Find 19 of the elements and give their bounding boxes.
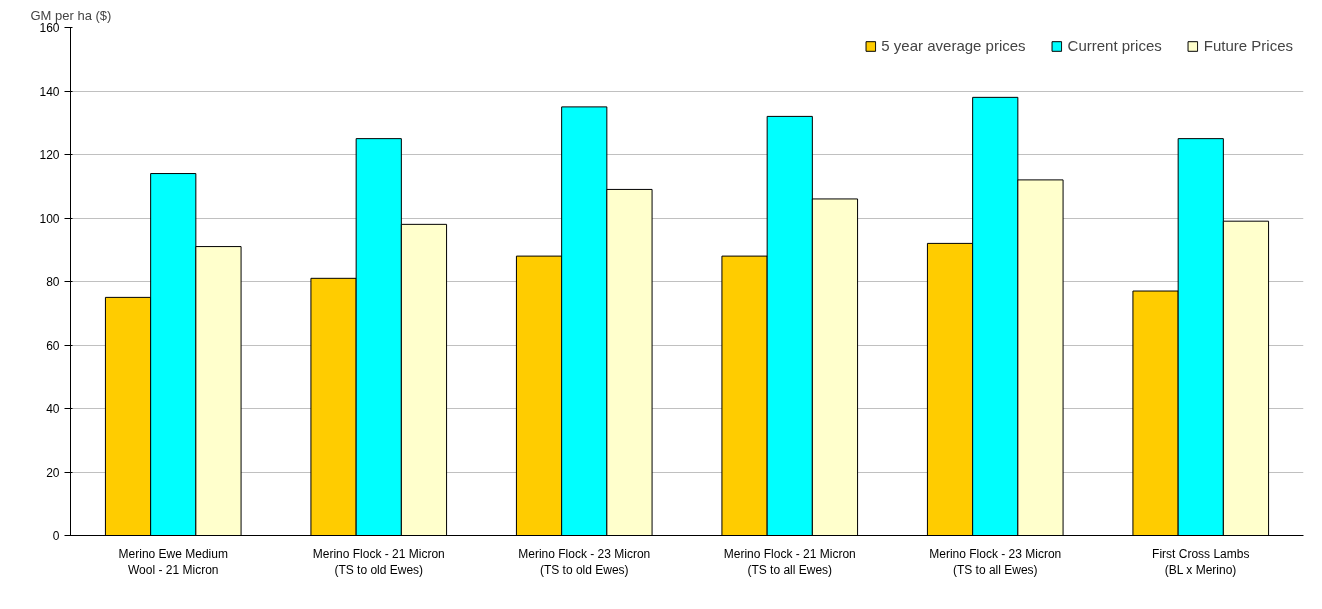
y-tick-label: 120 bbox=[39, 148, 60, 162]
x-tick-label: Merino Ewe Medium Wool - 21 Micron bbox=[118, 546, 228, 578]
y-tick-label: 140 bbox=[39, 84, 60, 99]
legend-label: Future Prices bbox=[1203, 37, 1293, 54]
y-tick-label: 100 bbox=[39, 211, 60, 226]
y-tick-label: 160 bbox=[39, 21, 60, 35]
y-tick-label: 0 bbox=[52, 529, 60, 543]
x-tick-label: First Cross Lambs (BL x Merino) bbox=[1152, 546, 1250, 578]
y-tick-label: 40 bbox=[46, 402, 60, 416]
legend-label: 5 year average prices bbox=[881, 37, 1026, 54]
x-tick-label: Merino Flock - 23 Micron (TS to old Ewes) bbox=[518, 546, 651, 578]
legend-label: Current prices bbox=[1067, 37, 1162, 54]
y-tick-label: 80 bbox=[46, 275, 60, 289]
y-tick-label: 20 bbox=[46, 465, 60, 480]
x-tick-label: Merino Flock - 21 Micron (TS to all Ewes) bbox=[723, 546, 856, 578]
y-tick-label: 60 bbox=[46, 338, 60, 353]
x-tick-label: Merino Flock - 23 Micron (TS to all Ewes) bbox=[929, 546, 1062, 578]
x-tick-label: Merino Flock - 21 Micron (TS to old Ewes) bbox=[312, 546, 445, 578]
y-axis-title: GM per ha ($) bbox=[30, 7, 112, 23]
